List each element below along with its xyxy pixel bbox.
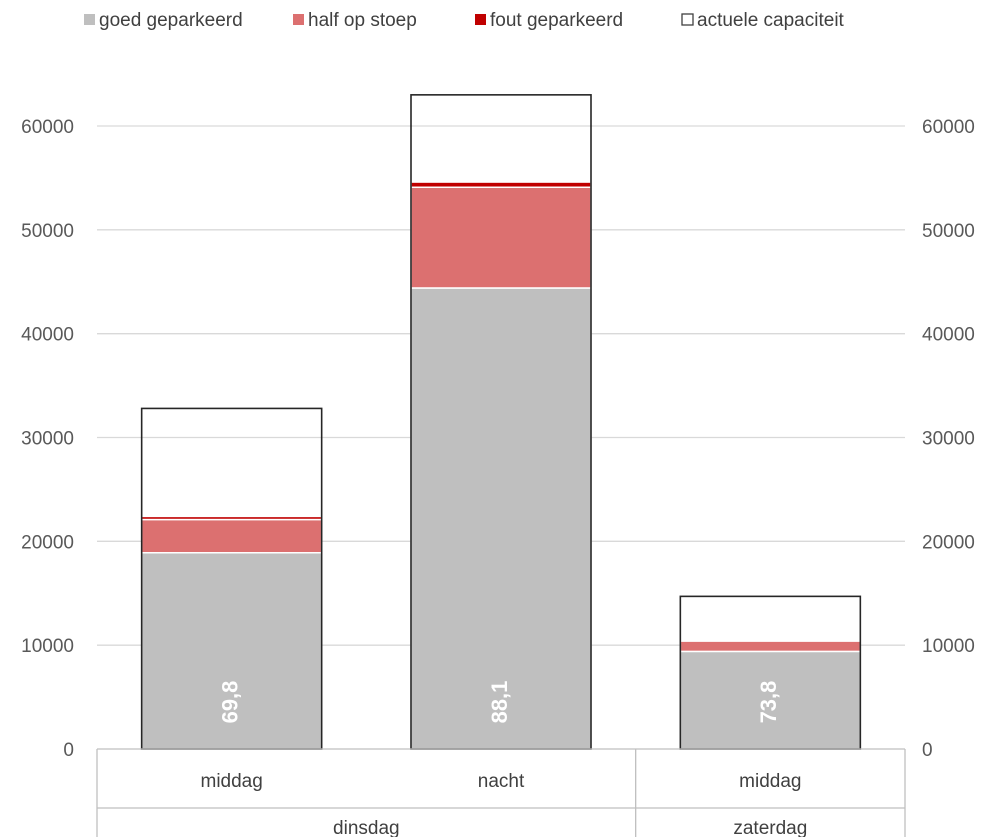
y-tick-label-right: 0	[922, 740, 933, 761]
y-tick-label-left: 10000	[21, 636, 74, 657]
y-tick-label-right: 50000	[922, 221, 975, 242]
bar-data-label: 73,8	[756, 681, 781, 724]
legend: goed geparkeerd half op stoep fout geparke…	[84, 10, 845, 31]
legend-swatch	[681, 13, 694, 26]
y-tick-label-right: 40000	[922, 325, 975, 346]
legend-swatch	[475, 14, 486, 25]
y-tick-label-left: 0	[63, 740, 74, 761]
y-tick-label-left: 30000	[21, 429, 74, 450]
legend-swatch	[84, 14, 95, 25]
legend-swatch	[293, 14, 304, 25]
axes: 0 10000 20000 30000 40000 50000 60000 0 10000 200…	[21, 117, 975, 837]
bar-segment-goed-geparkeerd	[410, 287, 592, 750]
y-tick-label-left: 20000	[21, 532, 74, 553]
x-category-label: middag	[739, 771, 801, 792]
y-tick-label-right: 20000	[922, 532, 975, 553]
y-tick-label-left: 50000	[21, 221, 74, 242]
y-tick-label-right: 30000	[922, 429, 975, 450]
bar-segment-fout-geparkeerd	[679, 639, 862, 642]
legend-label: fout geparkeerd	[490, 10, 623, 31]
x-category-label: nacht	[478, 771, 525, 792]
bar-segment-goed-geparkeerd	[679, 650, 862, 750]
y-tick-label-right: 60000	[922, 117, 975, 138]
x-group-label: zaterdag	[733, 818, 807, 837]
bar-segment-fout-geparkeerd	[140, 515, 323, 521]
y-tick-label-left: 60000	[21, 117, 74, 138]
y-tick-label-left: 40000	[21, 325, 74, 346]
x-group-label: dinsdag	[333, 818, 400, 837]
bars: 69,8 88,1 73,8	[140, 94, 862, 750]
bar-segment-half-op-stoep	[410, 186, 592, 289]
bar-segment-half-op-stoep	[679, 640, 862, 653]
legend-label: goed geparkeerd	[99, 10, 243, 31]
bar-data-label: 69,8	[217, 681, 242, 724]
bar-segment-half-op-stoep	[140, 518, 323, 554]
y-tick-label-right: 10000	[922, 636, 975, 657]
x-category-label: middag	[201, 771, 263, 792]
bar-data-label: 88,1	[487, 681, 512, 724]
bar-segment-fout-geparkeerd	[410, 181, 592, 189]
legend-label: actuele capaciteit	[697, 10, 845, 31]
legend-label: half op stoep	[308, 10, 417, 31]
